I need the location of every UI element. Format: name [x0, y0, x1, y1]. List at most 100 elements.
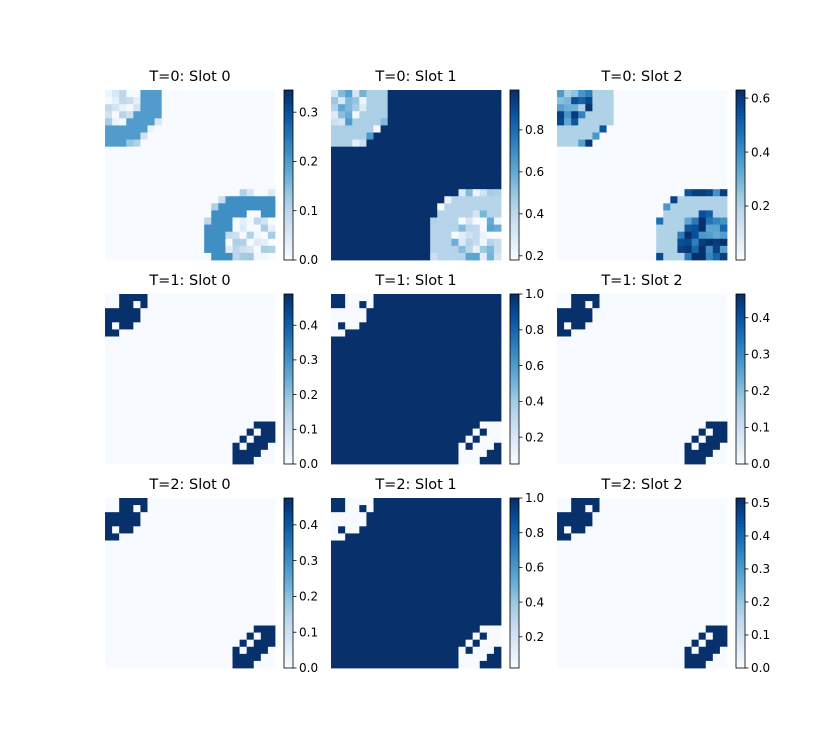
- colorbar-segment: [284, 90, 293, 94]
- heatmap-cell: [197, 238, 205, 247]
- heatmap-cell: [465, 393, 474, 401]
- heatmap-cell: [571, 153, 579, 162]
- heatmap-cell: [366, 139, 374, 148]
- heatmap-cell: [663, 118, 671, 126]
- heatmap-cell: [599, 456, 607, 465]
- heatmap-cell: [472, 203, 481, 211]
- heatmap-cell: [719, 182, 728, 190]
- heatmap-cell: [232, 189, 240, 197]
- heatmap-cell: [719, 196, 728, 204]
- heatmap-cell: [698, 153, 707, 162]
- heatmap-cell: [613, 449, 622, 458]
- heatmap-cell: [331, 590, 339, 598]
- heatmap-cell: [232, 533, 240, 541]
- colorbar-segment: [284, 138, 293, 142]
- heatmap-cell: [366, 604, 374, 612]
- heatmap-cell: [373, 435, 381, 444]
- heatmap-cell: [204, 322, 212, 330]
- heatmap-cell: [380, 568, 389, 577]
- heatmap-cell: [218, 386, 226, 394]
- heatmap-cell: [437, 343, 445, 352]
- colorbar-segment: [284, 447, 293, 451]
- heatmap-cell: [246, 97, 255, 105]
- heatmap-cell: [359, 125, 367, 133]
- heatmap-cell: [642, 97, 650, 105]
- heatmap-cell: [472, 568, 481, 577]
- heatmap-cell: [267, 301, 276, 309]
- heatmap-cell: [444, 519, 452, 527]
- heatmap-cell: [620, 182, 629, 190]
- heatmap-cell: [493, 400, 502, 408]
- colorbar-segment: [736, 336, 745, 340]
- heatmap-cell: [140, 146, 148, 155]
- heatmap-cell: [232, 336, 240, 344]
- heatmap-cell: [394, 428, 403, 437]
- heatmap-cell: [373, 97, 381, 105]
- heatmap-cell: [331, 90, 339, 98]
- heatmap-cell: [239, 533, 248, 541]
- heatmap: [557, 90, 728, 261]
- heatmap-cell: [401, 357, 410, 366]
- colorbar-segment: [510, 432, 519, 437]
- heatmap-cell: [401, 407, 410, 415]
- heatmap-cell: [437, 505, 445, 513]
- heatmap-cell: [331, 435, 339, 444]
- heatmap-cell: [197, 379, 205, 387]
- heatmap-cell: [182, 294, 191, 302]
- heatmap-cell: [373, 505, 381, 513]
- heatmap-cell: [190, 294, 198, 302]
- heatmap-cell: [380, 160, 389, 169]
- heatmap-cell: [133, 160, 141, 169]
- heatmap-cell: [366, 308, 374, 316]
- heatmap-cell: [260, 336, 269, 344]
- heatmap-cell: [719, 153, 728, 162]
- heatmap-cell: [267, 435, 276, 444]
- heatmap-cell: [218, 90, 226, 98]
- heatmap-cell: [190, 632, 198, 641]
- heatmap-cell: [684, 393, 692, 401]
- heatmap-cell: [387, 428, 396, 437]
- heatmap-cell: [387, 231, 396, 240]
- heatmap-cell: [359, 111, 367, 119]
- heatmap-cell: [239, 153, 248, 162]
- heatmap-cell: [366, 547, 374, 556]
- heatmap-cell: [670, 386, 678, 394]
- heatmap-cell: [472, 512, 481, 520]
- heatmap-cell: [613, 160, 622, 169]
- heatmap-cell: [620, 294, 629, 302]
- heatmap-cell: [387, 379, 396, 387]
- heatmap-cell: [465, 449, 474, 458]
- heatmap-cell: [380, 336, 389, 344]
- heatmap-cell: [352, 182, 360, 190]
- heatmap-cell: [239, 343, 248, 352]
- heatmap-cell: [465, 301, 474, 309]
- heatmap-cell: [232, 561, 240, 570]
- colorbar-segment: [510, 101, 519, 105]
- heatmap-cell: [112, 90, 120, 98]
- colorbar-segment: [284, 560, 293, 564]
- heatmap-cell: [677, 224, 685, 233]
- heatmap-cell: [112, 597, 120, 605]
- heatmap-cell: [571, 97, 579, 105]
- colorbar-segment: [284, 129, 293, 133]
- heatmap-cell: [465, 583, 474, 591]
- heatmap-cell: [253, 646, 262, 655]
- heatmap-cell: [423, 554, 431, 563]
- heatmap-cell: [698, 224, 707, 233]
- heatmap-cell: [444, 379, 452, 387]
- heatmap-cell: [712, 139, 721, 148]
- heatmap-cell: [423, 217, 431, 225]
- heatmap-cell: [656, 343, 664, 352]
- heatmap-cell: [437, 104, 445, 112]
- heatmap-cell: [246, 575, 255, 584]
- heatmap-cell: [387, 308, 396, 316]
- heatmap-cell: [204, 583, 212, 591]
- heatmap-cell: [613, 315, 622, 323]
- heatmap-cell: [479, 111, 488, 119]
- heatmap-cell: [408, 575, 417, 584]
- colorbar-segment: [284, 665, 293, 669]
- colorbar-segment: [284, 653, 293, 658]
- heatmap-cell: [592, 421, 600, 429]
- heatmap-cell: [253, 203, 262, 211]
- heatmap-cell: [239, 421, 248, 429]
